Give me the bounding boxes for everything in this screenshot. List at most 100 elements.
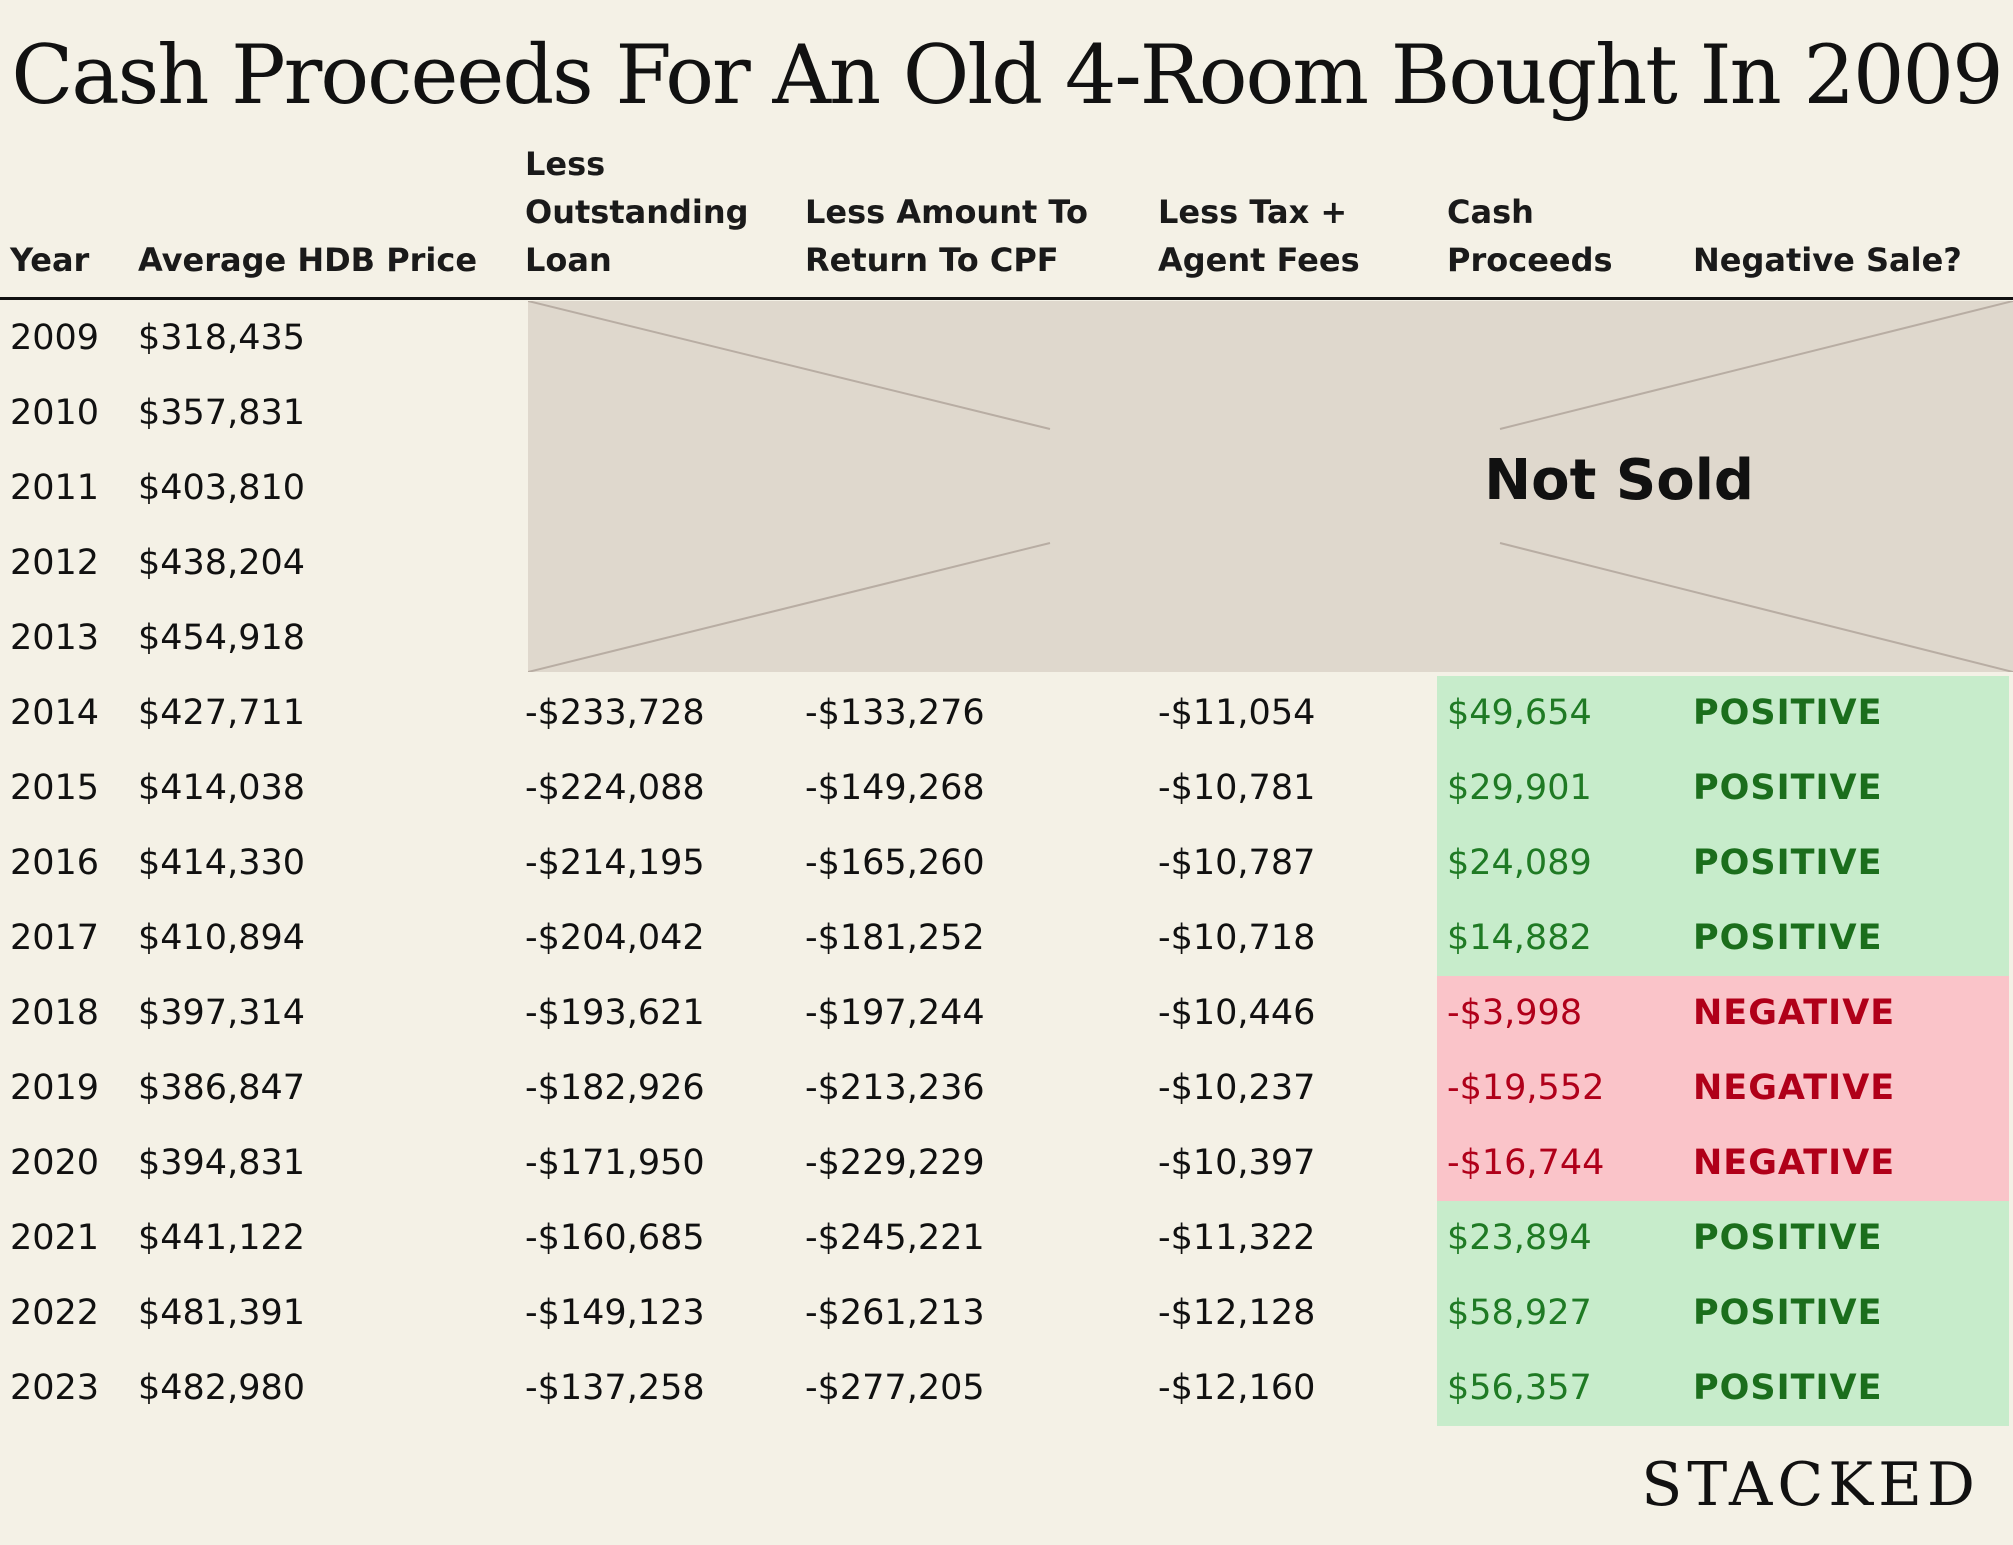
positive-highlight xyxy=(1437,901,2009,976)
tax-cell: -$11,054 xyxy=(1158,693,1316,733)
tax-cell: -$12,160 xyxy=(1158,1368,1316,1408)
not-sold-block: Not Sold xyxy=(528,301,2013,672)
loan-cell: -$204,042 xyxy=(525,918,705,958)
year-cell: 2012 xyxy=(10,543,100,583)
price-cell: $403,810 xyxy=(138,468,306,508)
year-cell: 2022 xyxy=(10,1293,100,1333)
header-loan-line-2: Outstanding xyxy=(525,193,749,231)
tax-cell: -$10,446 xyxy=(1158,993,1316,1033)
positive-highlight xyxy=(1437,1201,2009,1276)
year-cell: 2021 xyxy=(10,1218,100,1258)
header-price: Average HDB Price xyxy=(138,236,477,284)
price-cell: $481,391 xyxy=(138,1293,306,1333)
year-cell: 2013 xyxy=(10,618,100,658)
negative-highlight xyxy=(1437,1051,2009,1126)
cpf-cell: -$213,236 xyxy=(805,1068,985,1108)
year-cell: 2011 xyxy=(10,468,100,508)
cash-proceeds-cell: -$3,998 xyxy=(1447,993,1583,1033)
cpf-cell: -$133,276 xyxy=(805,693,985,733)
tax-cell: -$10,397 xyxy=(1158,1143,1316,1183)
cpf-cell: -$261,213 xyxy=(805,1293,985,1333)
price-cell: $397,314 xyxy=(138,993,306,1033)
cpf-cell: -$197,244 xyxy=(805,993,985,1033)
negative-sale-cell: POSITIVE xyxy=(1693,1218,1883,1258)
year-cell: 2015 xyxy=(10,768,100,808)
cash-proceeds-cell: -$19,552 xyxy=(1447,1068,1605,1108)
cpf-cell: -$277,205 xyxy=(805,1368,985,1408)
tax-cell: -$10,237 xyxy=(1158,1068,1316,1108)
price-cell: $441,122 xyxy=(138,1218,306,1258)
header-loan-line-1: Less xyxy=(525,145,606,183)
negative-sale-cell: POSITIVE xyxy=(1693,693,1883,733)
header-loan-line-3: Loan xyxy=(525,241,612,279)
negative-sale-cell: POSITIVE xyxy=(1693,1293,1883,1333)
positive-highlight xyxy=(1437,1276,2009,1351)
header-year: Year xyxy=(10,236,89,284)
header-tax: Less Tax + Agent Fees xyxy=(1158,188,1360,284)
negative-sale-cell: POSITIVE xyxy=(1693,843,1883,883)
negative-sale-cell: NEGATIVE xyxy=(1693,1143,1896,1183)
loan-cell: -$233,728 xyxy=(525,693,705,733)
header-cash: Cash Proceeds xyxy=(1447,188,1613,284)
header-cpf-line-2: Return To CPF xyxy=(805,241,1059,279)
year-cell: 2014 xyxy=(10,693,100,733)
positive-highlight xyxy=(1437,1351,2009,1426)
tax-cell: -$10,787 xyxy=(1158,843,1316,883)
price-cell: $414,330 xyxy=(138,843,306,883)
year-cell: 2020 xyxy=(10,1143,100,1183)
price-cell: $410,894 xyxy=(138,918,306,958)
header-price-line: Average HDB Price xyxy=(138,241,478,279)
year-cell: 2016 xyxy=(10,843,100,883)
header-loan: Less Outstanding Loan xyxy=(525,140,749,284)
loan-cell: -$182,926 xyxy=(525,1068,705,1108)
year-cell: 2018 xyxy=(10,993,100,1033)
cpf-cell: -$229,229 xyxy=(805,1143,985,1183)
price-cell: $414,038 xyxy=(138,768,306,808)
header-cash-line-1: Cash xyxy=(1447,193,1534,231)
tax-cell: -$11,322 xyxy=(1158,1218,1316,1258)
cash-proceeds-cell: $49,654 xyxy=(1447,693,1592,733)
not-sold-label: Not Sold xyxy=(1484,448,1754,513)
negative-sale-cell: POSITIVE xyxy=(1693,768,1883,808)
loan-cell: -$160,685 xyxy=(525,1218,705,1258)
header-tax-line-1: Less Tax + xyxy=(1158,193,1348,231)
positive-highlight xyxy=(1437,751,2009,826)
header-cpf-line-1: Less Amount To xyxy=(805,193,1088,231)
cpf-cell: -$165,260 xyxy=(805,843,985,883)
year-cell: 2009 xyxy=(10,318,100,358)
brand-logo: STACKED xyxy=(1641,1450,1980,1520)
cash-proceeds-cell: $14,882 xyxy=(1447,918,1592,958)
year-cell: 2023 xyxy=(10,1368,100,1408)
negative-sale-cell: POSITIVE xyxy=(1693,918,1883,958)
header-negative: Negative Sale? xyxy=(1693,236,1962,284)
cpf-cell: -$149,268 xyxy=(805,768,985,808)
loan-cell: -$149,123 xyxy=(525,1293,705,1333)
price-cell: $427,711 xyxy=(138,693,306,733)
tax-cell: -$12,128 xyxy=(1158,1293,1316,1333)
negative-highlight xyxy=(1437,976,2009,1051)
loan-cell: -$171,950 xyxy=(525,1143,705,1183)
year-cell: 2017 xyxy=(10,918,100,958)
price-cell: $482,980 xyxy=(138,1368,306,1408)
header-tax-line-2: Agent Fees xyxy=(1158,241,1360,279)
cash-proceeds-cell: $24,089 xyxy=(1447,843,1592,883)
page-title: Cash Proceeds For An Old 4-Room Bought I… xyxy=(11,29,2003,123)
header-divider xyxy=(0,297,2013,300)
header-cash-line-2: Proceeds xyxy=(1447,241,1613,279)
cpf-cell: -$245,221 xyxy=(805,1218,985,1258)
positive-highlight xyxy=(1437,676,2009,751)
header-cpf: Less Amount To Return To CPF xyxy=(805,188,1088,284)
year-cell: 2010 xyxy=(10,393,100,433)
year-cell: 2019 xyxy=(10,1068,100,1108)
header-negative-line: Negative Sale? xyxy=(1693,241,1962,279)
negative-sale-cell: NEGATIVE xyxy=(1693,993,1896,1033)
price-cell: $318,435 xyxy=(138,318,306,358)
loan-cell: -$224,088 xyxy=(525,768,705,808)
tax-cell: -$10,718 xyxy=(1158,918,1316,958)
cash-proceeds-cell: $58,927 xyxy=(1447,1293,1592,1333)
negative-highlight xyxy=(1437,1126,2009,1201)
price-cell: $438,204 xyxy=(138,543,306,583)
price-cell: $386,847 xyxy=(138,1068,306,1108)
tax-cell: -$10,781 xyxy=(1158,768,1316,808)
positive-highlight xyxy=(1437,826,2009,901)
